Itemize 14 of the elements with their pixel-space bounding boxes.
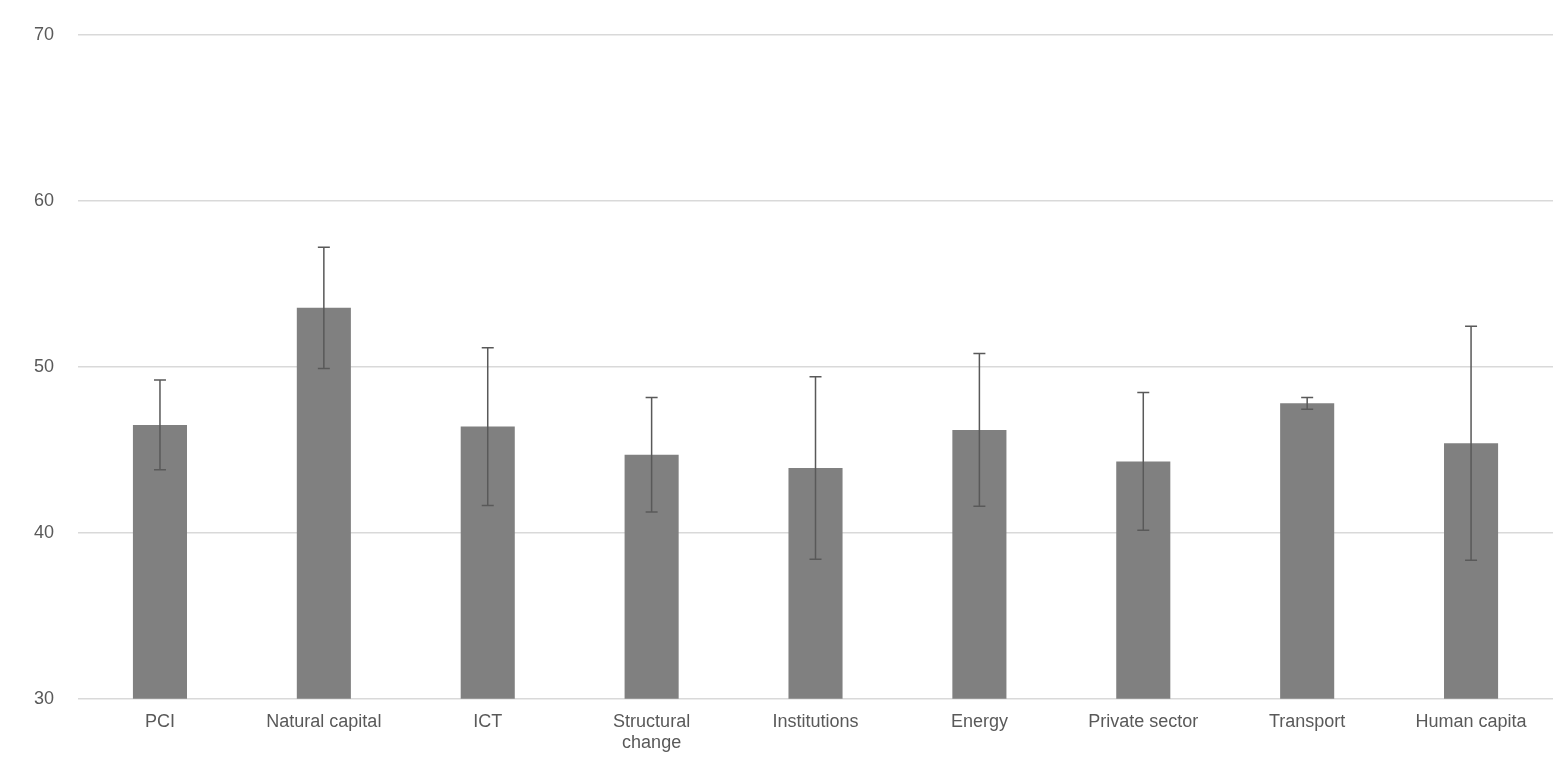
x-tick-label: ICT — [473, 710, 503, 731]
y-tick-label: 40 — [33, 521, 55, 542]
x-tick-label: Structural change — [613, 710, 691, 753]
x-tick-label: PCI — [144, 710, 175, 731]
y-tick-label: 50 — [33, 355, 55, 376]
x-tick-label: Human capita — [1415, 710, 1528, 731]
x-tick-label: Transport — [1268, 710, 1346, 731]
y-tick-label: 60 — [33, 189, 55, 210]
x-tick-label: Natural capital — [266, 710, 382, 731]
x-tick-label: Energy — [950, 710, 1008, 731]
x-tick-label: Institutions — [772, 710, 859, 731]
y-tick-label: 70 — [33, 23, 55, 44]
x-tick-label: Private sector — [1088, 710, 1199, 731]
y-tick-label: 30 — [33, 687, 55, 708]
